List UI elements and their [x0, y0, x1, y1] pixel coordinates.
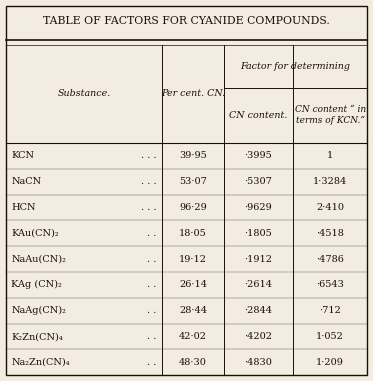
- Text: 19·12: 19·12: [179, 255, 207, 264]
- Text: ·4786: ·4786: [316, 255, 344, 264]
- Text: 1·3284: 1·3284: [313, 177, 347, 186]
- Text: . .: . .: [147, 332, 157, 341]
- Text: CN content “ in
terms of KCN.”: CN content “ in terms of KCN.”: [295, 105, 366, 125]
- Text: KAu(CN)₂: KAu(CN)₂: [11, 229, 59, 238]
- Text: 53·07: 53·07: [179, 177, 207, 186]
- Text: . .: . .: [147, 255, 157, 264]
- Text: NaAu(CN)₂: NaAu(CN)₂: [11, 255, 66, 264]
- Text: 96·29: 96·29: [179, 203, 207, 212]
- Text: 18·05: 18·05: [179, 229, 207, 238]
- Text: Per cent. CN.: Per cent. CN.: [161, 90, 225, 98]
- Text: 1: 1: [327, 151, 333, 160]
- Text: . .: . .: [147, 358, 157, 367]
- Text: 48·30: 48·30: [179, 358, 207, 367]
- Text: Factor for determining: Factor for determining: [241, 62, 351, 71]
- Text: ·1805: ·1805: [244, 229, 272, 238]
- Text: CN content.: CN content.: [229, 111, 288, 120]
- Text: . . .: . . .: [141, 203, 157, 212]
- Text: Na₂Zn(CN)₄: Na₂Zn(CN)₄: [11, 358, 70, 367]
- Text: 1·052: 1·052: [316, 332, 344, 341]
- Text: ·2614: ·2614: [244, 280, 272, 290]
- Text: ·712: ·712: [319, 306, 341, 315]
- Text: ·2844: ·2844: [244, 306, 272, 315]
- Text: KCN: KCN: [11, 151, 34, 160]
- Text: . . .: . . .: [141, 177, 157, 186]
- Text: . . .: . . .: [141, 151, 157, 160]
- Text: . .: . .: [147, 306, 157, 315]
- Text: Substance.: Substance.: [57, 90, 110, 98]
- Text: . .: . .: [147, 280, 157, 290]
- Text: 42·02: 42·02: [179, 332, 207, 341]
- Text: KAg (CN)₂: KAg (CN)₂: [11, 280, 62, 290]
- Text: HCN: HCN: [11, 203, 36, 212]
- Text: ·5307: ·5307: [244, 177, 272, 186]
- Text: K₂Zn(CN)₄: K₂Zn(CN)₄: [11, 332, 63, 341]
- Text: ·1912: ·1912: [244, 255, 272, 264]
- Text: . .: . .: [147, 229, 157, 238]
- Text: NaCN: NaCN: [11, 177, 41, 186]
- Text: 26·14: 26·14: [179, 280, 207, 290]
- Text: ·3995: ·3995: [244, 151, 272, 160]
- Text: NaAg(CN)₂: NaAg(CN)₂: [11, 306, 66, 315]
- Text: TABLE OF FACTORS FOR CYANIDE COMPOUNDS.: TABLE OF FACTORS FOR CYANIDE COMPOUNDS.: [43, 16, 330, 26]
- Text: 28·44: 28·44: [179, 306, 207, 315]
- Text: 2·410: 2·410: [316, 203, 344, 212]
- Text: ·4830: ·4830: [244, 358, 272, 367]
- Text: ·4202: ·4202: [244, 332, 272, 341]
- Text: ·6543: ·6543: [316, 280, 344, 290]
- Text: ·9629: ·9629: [244, 203, 272, 212]
- Text: 1·209: 1·209: [316, 358, 344, 367]
- Text: ·4518: ·4518: [316, 229, 344, 238]
- Text: 39·95: 39·95: [179, 151, 207, 160]
